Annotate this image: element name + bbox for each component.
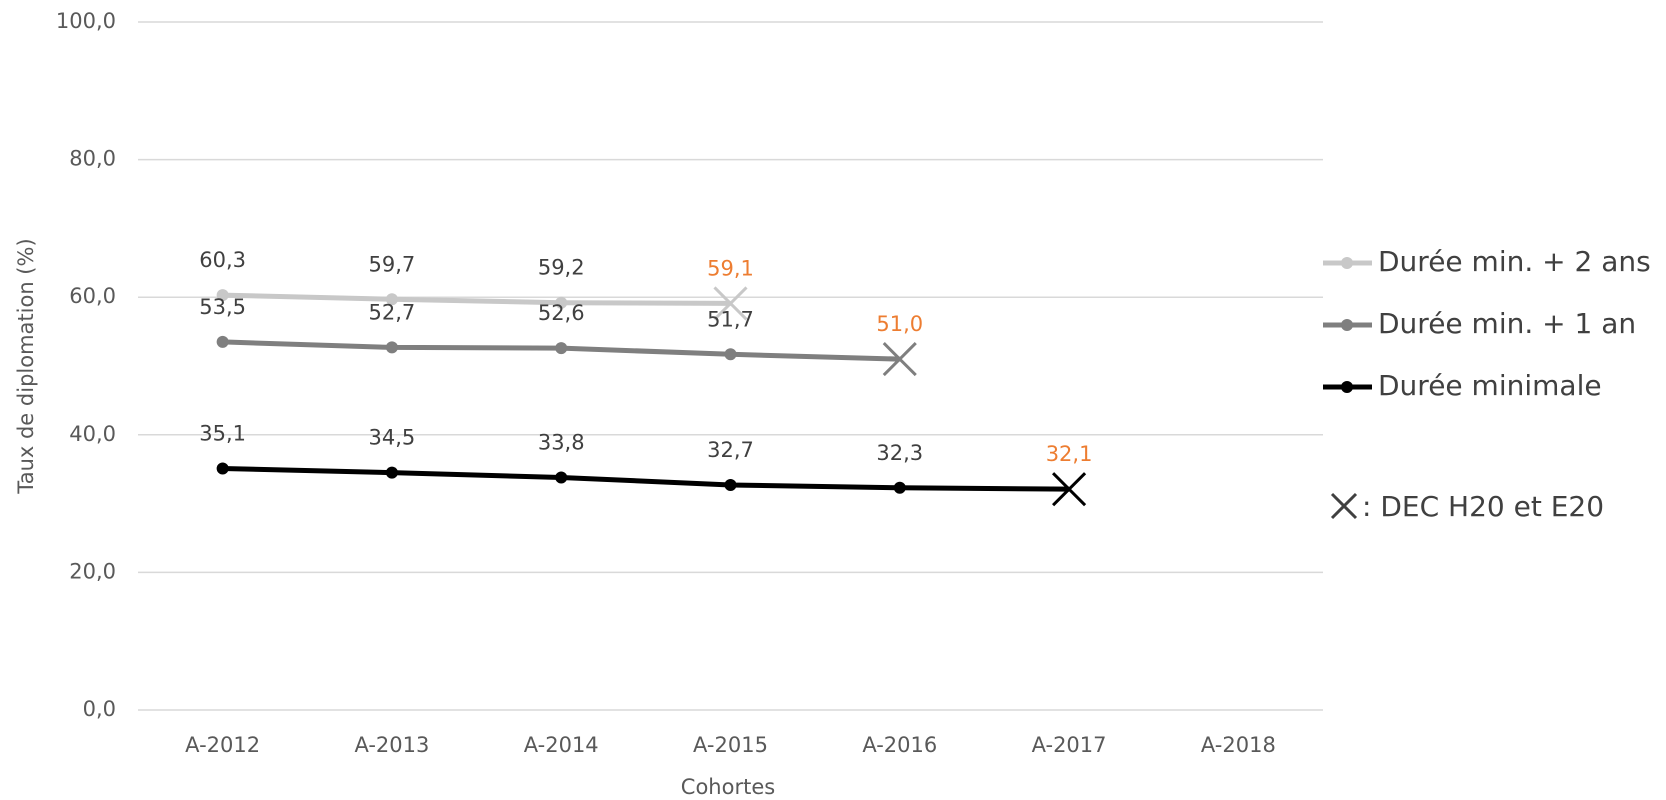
data-label: 33,8 [538,430,585,454]
y-tick-label: 0,0 [83,697,116,721]
point [216,289,229,302]
annotation: : DEC H20 et E20 [1362,490,1604,523]
x-tick-label: A-2012 [185,733,260,757]
x-tick-label: A-2018 [1201,733,1276,757]
data-label: 32,3 [876,441,923,465]
series-line [222,292,731,306]
point [555,296,568,309]
point [385,293,398,306]
data-label: 32,7 [707,438,754,462]
legend-label: Durée minimale [1378,369,1602,402]
data-label: 53,5 [199,295,246,319]
legend-label: Durée min. + 2 ans [1378,245,1651,278]
x-tick-label: A-2015 [693,733,768,757]
data-label: 52,7 [369,300,416,324]
y-tick-label: 100,0 [56,9,116,33]
x-tick-label: A-2016 [862,733,937,757]
end-marker [882,342,917,377]
x-tick-label: A-2013 [354,733,429,757]
x-axis-title: Cohortes [681,775,775,799]
legend-marker [1341,381,1353,393]
y-tick-label: 20,0 [69,559,116,583]
y-tick-label: 40,0 [69,422,116,446]
point [724,348,737,361]
point [893,481,906,494]
data-label: 59,2 [538,256,585,280]
point [385,341,398,354]
legend-marker [1341,257,1353,269]
y-axis-title: Taux de diplomation (%) [14,238,38,494]
data-label: 52,6 [538,301,585,325]
point [555,342,568,355]
point [385,466,398,479]
end-marker [713,286,748,321]
data-label: 51,7 [707,307,754,331]
x-tick-label: A-2017 [1032,733,1107,757]
y-tick-label: 60,0 [69,284,116,308]
legend-marker [1341,319,1353,331]
data-label: 59,7 [369,252,416,276]
end-marker [1052,472,1087,507]
data-label: 35,1 [199,422,246,446]
data-label: 34,5 [369,426,416,450]
series-line [222,466,1070,492]
annotation-marker [1330,492,1358,520]
data-label: 59,1 [707,256,754,280]
point [216,335,229,348]
point [216,462,229,475]
data-label: 51,0 [876,312,923,336]
legend-label: Durée min. + 1 an [1378,307,1636,340]
data-label: 60,3 [199,248,246,272]
point [724,479,737,492]
point [555,471,568,484]
data-label: 32,1 [1046,442,1093,466]
x-tick-label: A-2014 [524,733,599,757]
y-tick-label: 80,0 [69,147,116,171]
